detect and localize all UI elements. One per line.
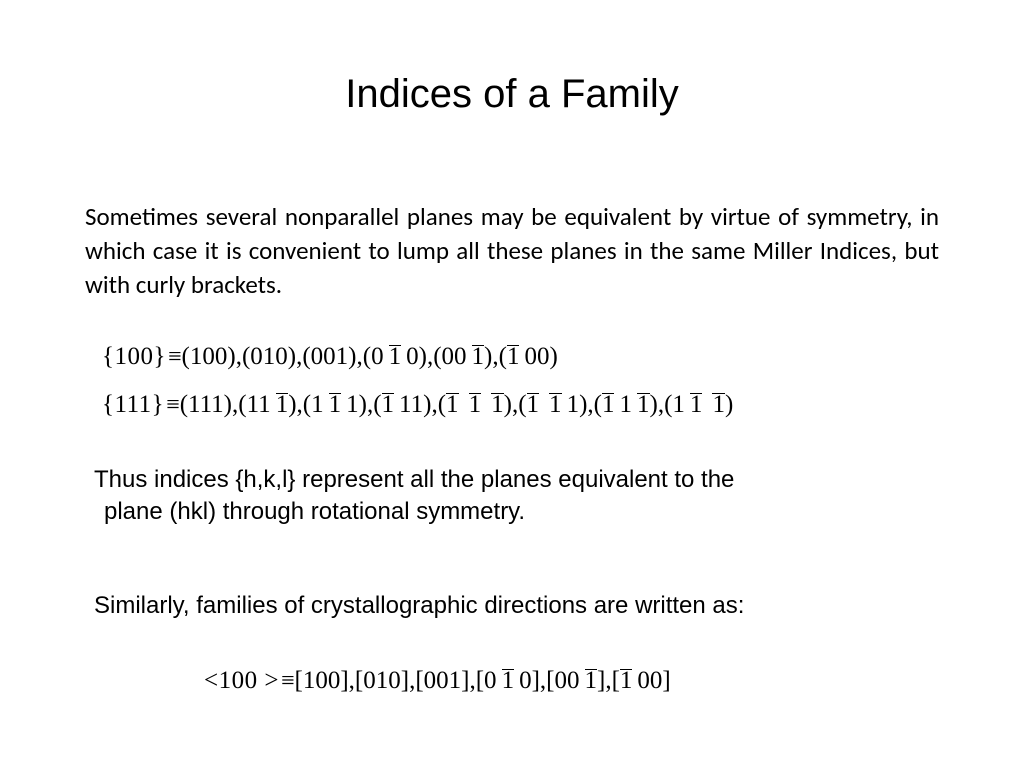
equation-directions-100: <100 >≡[100],[010],[001],[0 1 0],[00 1],… — [204, 668, 671, 693]
para2-line2: plane (hkl) through rotational symmetry. — [94, 496, 926, 528]
equation-family-100: {100}≡(100),(010),(001),(0 1 0),(00 1),(… — [102, 344, 558, 369]
intro-paragraph: Sometimes several nonparallel planes may… — [85, 200, 939, 301]
equation-family-111: {111}≡(111),(11 1),(1 1 1),(1 11),(1 1 1… — [102, 392, 733, 417]
directions-paragraph: Similarly, families of crystallographic … — [94, 590, 944, 622]
slide: Indices of a Family Sometimes several no… — [0, 0, 1024, 768]
explanation-paragraph: Thus indices {h,k,l} represent all the p… — [94, 464, 926, 529]
slide-title: Indices of a Family — [0, 0, 1024, 117]
para2-line1: Thus indices {h,k,l} represent all the p… — [94, 466, 734, 493]
